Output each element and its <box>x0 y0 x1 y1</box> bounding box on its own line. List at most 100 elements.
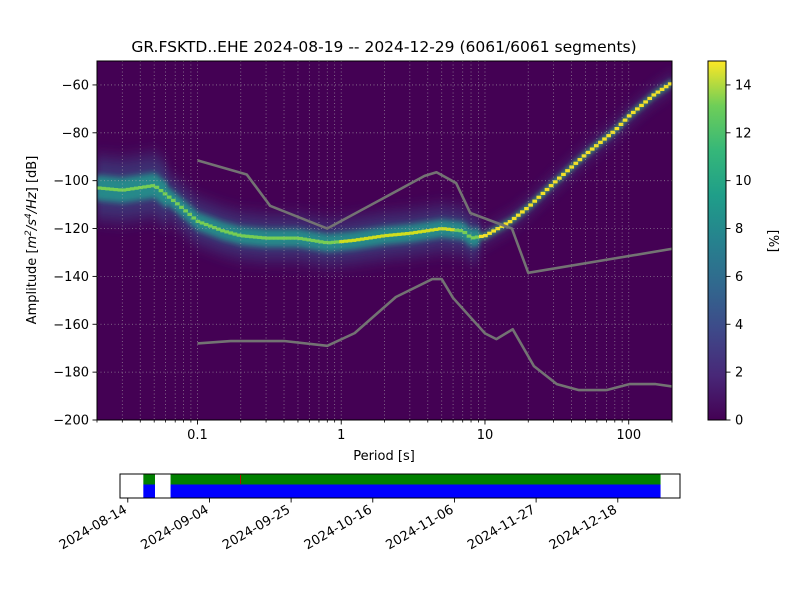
density-cell <box>643 100 648 104</box>
density-cell <box>339 239 345 244</box>
timeline-tick-label: 2024-11-06 <box>384 502 457 553</box>
density-cell <box>146 184 151 188</box>
density-cell <box>253 235 258 239</box>
density-cell <box>121 188 127 192</box>
density-cell <box>248 235 254 239</box>
density-cell <box>294 236 299 240</box>
density-cell <box>400 232 406 236</box>
colorbar-tick-label: 12 <box>735 126 752 141</box>
density-cell <box>536 195 542 199</box>
density-cell <box>421 229 427 233</box>
density-cell <box>520 210 525 214</box>
density-cell <box>281 236 287 240</box>
density-cell <box>540 191 546 196</box>
density-cell <box>220 229 225 233</box>
y-axis-label: Amplitude [m2/s4/Hz] [dB] <box>24 156 40 325</box>
density-cell <box>454 228 460 232</box>
y-axis-label-hz: /Hz <box>25 191 40 214</box>
density-cell <box>216 227 221 231</box>
density-cell <box>511 216 517 221</box>
density-cell <box>544 187 550 192</box>
density-cell <box>150 184 156 188</box>
density-cell <box>158 189 164 193</box>
density-cell <box>593 144 599 148</box>
density-cell <box>343 239 349 243</box>
density-cell <box>154 185 160 189</box>
density-cell <box>462 230 468 235</box>
density-cell <box>359 237 365 241</box>
density-cell <box>232 232 238 236</box>
density-cell <box>581 154 587 158</box>
density-cell <box>487 231 492 235</box>
density-cell <box>630 110 636 115</box>
density-cell <box>573 161 579 165</box>
x-tick-label: 1 <box>337 428 345 443</box>
density-cell <box>199 221 205 225</box>
density-cell <box>409 231 414 235</box>
density-cell <box>388 233 394 237</box>
density-cell <box>244 234 250 238</box>
timeline-tick-label: 2024-08-14 <box>57 502 130 553</box>
density-cell <box>335 240 340 244</box>
y-tick-label: −140 <box>53 270 89 285</box>
density-cell <box>557 176 562 180</box>
density-cell <box>236 233 242 237</box>
density-cell <box>602 137 607 141</box>
density-cell <box>285 236 291 240</box>
y-tick-label: −200 <box>53 414 89 429</box>
density-cell <box>446 227 451 231</box>
psd-density-layer <box>97 77 672 265</box>
density-cell <box>569 165 575 169</box>
density-cell <box>166 195 172 199</box>
density-cell <box>203 222 209 227</box>
density-cell <box>125 187 131 192</box>
density-peak <box>97 82 672 245</box>
density-cell <box>663 85 669 89</box>
x-tick-label: 100 <box>616 428 641 443</box>
density-cell <box>384 233 390 238</box>
colorbar <box>707 60 727 421</box>
grid-lines <box>97 61 672 420</box>
density-cell <box>626 114 632 118</box>
density-cell <box>651 93 657 97</box>
density-cell <box>622 118 628 122</box>
nlnm-curve <box>197 277 672 392</box>
density-cell <box>585 150 591 155</box>
density-cell <box>228 231 234 235</box>
timeline-tick-label: 2024-11-27 <box>465 502 538 553</box>
density-cell <box>314 239 320 243</box>
density-cell <box>302 237 308 241</box>
density-cell <box>318 240 324 244</box>
density-cell <box>368 236 373 240</box>
density-cell <box>565 169 570 173</box>
y-axis-label-s: /s <box>25 219 40 231</box>
density-cell <box>212 226 217 230</box>
y-tick-label: −80 <box>62 126 89 141</box>
density-cell <box>109 187 115 191</box>
colorbar-tick-label: 14 <box>735 78 752 93</box>
density-cell <box>515 213 521 217</box>
colorbar-tick-label: 10 <box>735 174 752 189</box>
density-cell <box>396 232 402 236</box>
density-cell <box>425 229 431 233</box>
density-cell <box>548 184 554 188</box>
density-cell <box>327 241 332 245</box>
density-cell <box>639 103 644 108</box>
colorbar-tick-label: 0 <box>735 414 743 429</box>
density-cell <box>105 187 110 191</box>
density-cell <box>277 236 283 240</box>
density-cell <box>532 199 538 203</box>
y-axis-label-prefix: Amplitude [ <box>25 248 40 324</box>
y-axis-label-m: m <box>25 236 40 249</box>
density-cell <box>175 202 180 206</box>
density-cell <box>483 234 488 238</box>
density-cell <box>113 187 119 192</box>
density-cell <box>458 229 464 233</box>
density-cell <box>290 236 295 240</box>
density-cell <box>298 236 303 241</box>
density-cell <box>552 180 558 184</box>
y-axis-label-exp2: 2 <box>24 230 34 236</box>
density-cell <box>363 236 369 241</box>
colorbar-axis: 0 2 4 6 8 10 12 14 <box>726 78 752 429</box>
